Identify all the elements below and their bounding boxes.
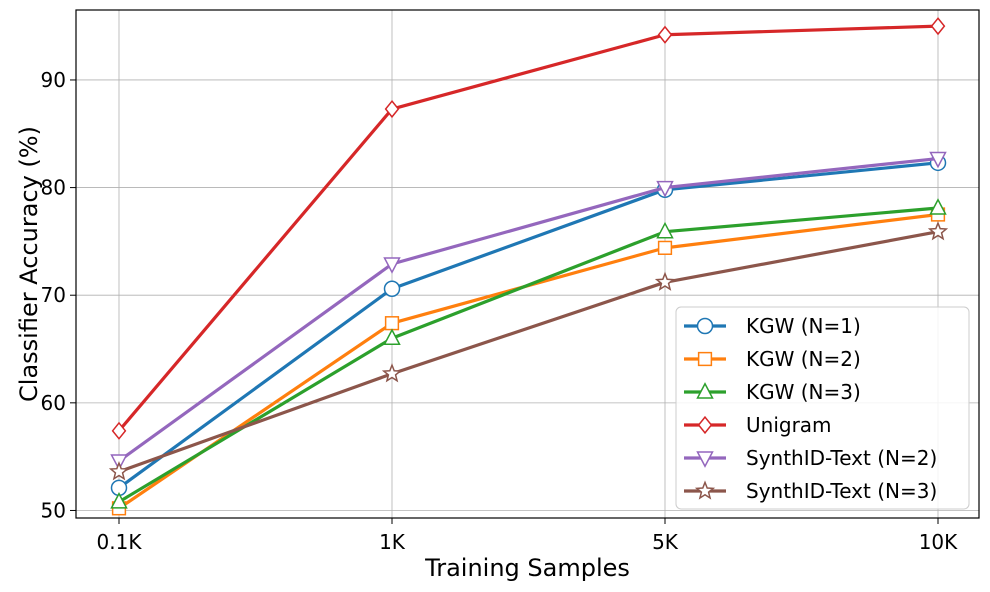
data-point xyxy=(384,316,400,331)
data-point xyxy=(108,461,130,481)
legend-box xyxy=(675,306,970,510)
legend-marker xyxy=(696,451,714,468)
data-point xyxy=(381,363,403,383)
data-point xyxy=(657,240,673,255)
data-point xyxy=(110,491,128,509)
data-point xyxy=(930,17,946,36)
legend-marker xyxy=(697,351,713,367)
y-tick-label: 70 xyxy=(41,283,66,307)
x-tick-label: 0.1K xyxy=(97,530,143,554)
series-line xyxy=(117,206,940,504)
y-axis-label: Classifier Accuracy (%) xyxy=(15,126,43,402)
legend-label: KGW (N=3) xyxy=(746,380,861,404)
x-tick-label: 1K xyxy=(379,530,406,554)
legend-marker xyxy=(694,480,716,500)
legend-item: SynthID-Text (N=3) xyxy=(684,479,937,503)
legend-marker xyxy=(696,382,714,399)
series-line xyxy=(117,161,940,490)
y-tick-label: 80 xyxy=(41,176,66,200)
x-tick-label: 5K xyxy=(652,530,679,554)
legend-item: SynthID-Text (N=2) xyxy=(684,446,937,470)
legend-item: KGW (N=1) xyxy=(684,314,861,338)
series-kgw-n-3 xyxy=(110,198,947,509)
series-lines xyxy=(108,17,949,516)
data-point xyxy=(927,221,949,241)
legend-label: SynthID-Text (N=2) xyxy=(746,446,937,470)
axis-ticks: 0.1K 1K 5K 10K 50 60 70 80 90 xyxy=(41,68,959,554)
grid xyxy=(76,10,979,518)
data-point xyxy=(383,328,401,346)
series-kgw-n-1 xyxy=(110,154,947,497)
legend: KGW (N=1) KGW (N=2) KGW (N=3) Unigram SynthI… xyxy=(675,306,970,510)
series-unigram xyxy=(111,17,946,440)
y-tick-label: 90 xyxy=(41,68,66,92)
data-point xyxy=(656,180,674,198)
data-point xyxy=(383,280,401,298)
series-synthid-text-n-3 xyxy=(108,221,949,481)
series-line xyxy=(117,230,940,474)
data-point xyxy=(654,271,676,291)
legend-marker xyxy=(697,415,713,435)
y-tick-label: 50 xyxy=(41,498,66,522)
data-point xyxy=(111,421,127,440)
y-tick-label: 60 xyxy=(41,391,66,415)
legend-label: Unigram xyxy=(746,413,832,437)
data-point xyxy=(384,99,400,119)
data-point xyxy=(383,257,401,274)
data-point xyxy=(929,151,947,169)
x-axis-label: Training Samples xyxy=(424,554,630,582)
legend-label: KGW (N=1) xyxy=(746,314,861,338)
x-tick-label: 10K xyxy=(919,530,958,554)
plot-frame xyxy=(75,9,980,519)
data-point xyxy=(929,198,947,215)
data-point xyxy=(657,25,673,44)
series-line xyxy=(117,156,940,463)
data-point xyxy=(656,221,674,239)
legend-marker xyxy=(696,317,714,335)
legend-item: KGW (N=2) xyxy=(684,347,861,371)
legend-item: Unigram xyxy=(684,413,832,437)
legend-label: KGW (N=2) xyxy=(746,347,861,371)
legend-label: SynthID-Text (N=3) xyxy=(746,479,937,503)
series-line xyxy=(117,24,940,433)
legend-item: KGW (N=3) xyxy=(684,380,861,404)
